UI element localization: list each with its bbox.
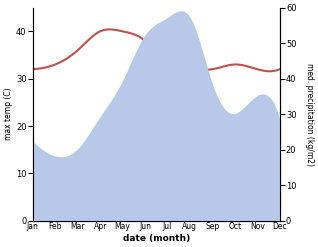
X-axis label: date (month): date (month) [123,234,190,243]
Y-axis label: med. precipitation (kg/m2): med. precipitation (kg/m2) [305,63,314,166]
Y-axis label: max temp (C): max temp (C) [4,88,13,141]
